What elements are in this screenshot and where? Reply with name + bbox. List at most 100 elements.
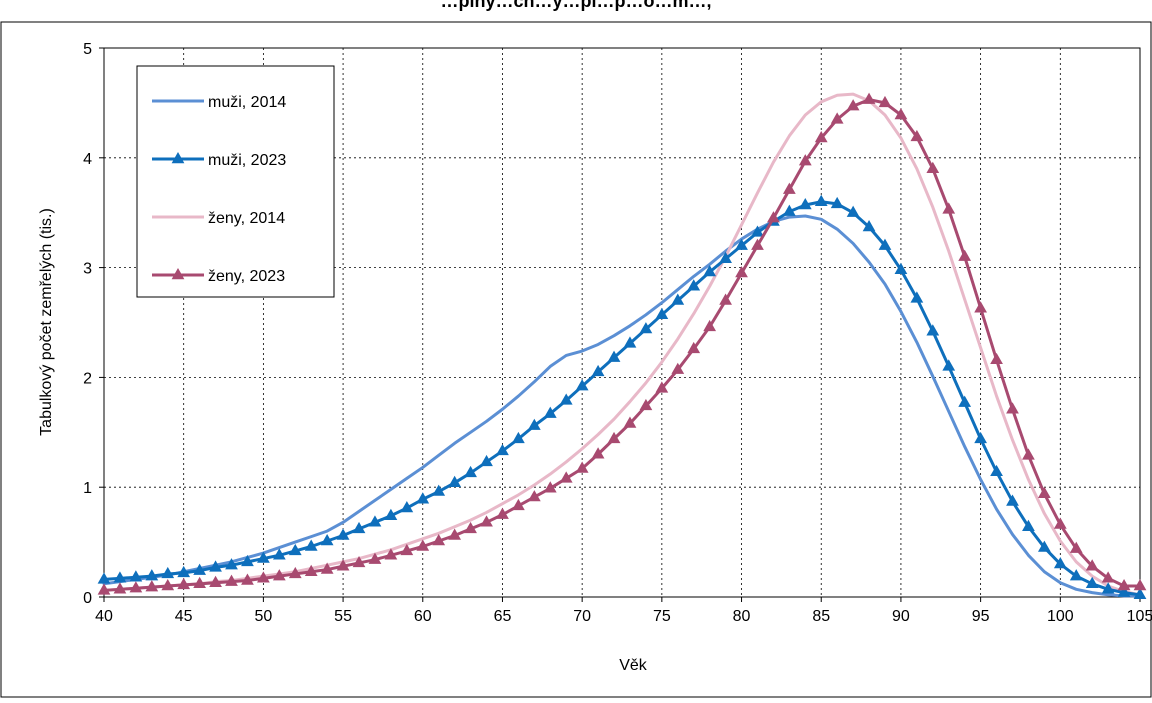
data-point-marker: [862, 219, 876, 232]
data-point-marker: [177, 565, 191, 578]
data-point-marker: [209, 575, 222, 587]
data-point-marker: [1037, 486, 1051, 499]
data-point-marker: [687, 341, 701, 354]
data-point-marker: [400, 543, 414, 556]
data-point-marker: [1117, 579, 1131, 591]
legend-label: muži, 2014: [208, 94, 286, 111]
legend-label: ženy, 2023: [208, 268, 285, 285]
x-tick-label: 45: [175, 608, 193, 625]
data-point-marker: [113, 571, 127, 583]
data-point-marker: [878, 238, 892, 250]
data-point-marker: [639, 398, 653, 411]
data-point-marker: [225, 574, 238, 586]
data-point-marker: [958, 249, 972, 261]
data-point-marker: [671, 362, 685, 374]
data-point-marker: [384, 508, 398, 520]
data-point-marker: [304, 564, 318, 576]
data-point-marker: [1053, 557, 1067, 569]
data-point-marker: [368, 552, 382, 564]
x-tick-label: 75: [653, 608, 671, 625]
data-point-marker: [719, 293, 732, 305]
data-point-marker: [1085, 576, 1099, 589]
x-tick-label: 70: [573, 608, 591, 625]
data-point-marker: [209, 560, 222, 572]
series-group: [97, 92, 1147, 600]
data-point-marker: [448, 475, 462, 488]
x-tick-label: 65: [494, 608, 512, 625]
data-point-marker: [257, 551, 270, 563]
data-point-marker: [241, 573, 254, 585]
data-point-marker: [814, 194, 828, 206]
data-point-marker: [1133, 587, 1147, 600]
data-point-marker: [113, 582, 127, 594]
data-point-marker: [1022, 519, 1035, 531]
data-point-marker: [416, 539, 430, 551]
data-point-marker: [464, 465, 477, 478]
data-point-marker: [894, 262, 908, 275]
x-tick-label: 100: [1047, 608, 1074, 625]
data-point-marker: [990, 352, 1003, 365]
data-point-marker: [480, 454, 493, 467]
data-point-marker: [512, 431, 525, 444]
data-point-marker: [304, 539, 318, 551]
legend-label: ženy, 2014: [208, 210, 285, 227]
data-point-marker: [607, 350, 621, 362]
data-point-marker: [607, 431, 621, 444]
data-point-marker: [352, 555, 366, 568]
data-point-marker: [623, 416, 637, 428]
series-line: [102, 214, 1142, 598]
x-tick-label: 55: [334, 608, 352, 625]
data-point-marker: [129, 581, 143, 593]
legend-swatch-marker: [171, 267, 185, 280]
data-point-marker: [559, 393, 573, 405]
data-point-marker: [241, 554, 254, 567]
data-point-marker: [432, 533, 446, 546]
data-point-marker: [257, 571, 270, 583]
data-point-marker: [591, 447, 605, 459]
data-point-marker: [942, 359, 956, 371]
data-point-marker: [814, 131, 828, 143]
x-tick-label: 40: [95, 608, 113, 625]
x-tick-label: 90: [892, 608, 910, 625]
y-tick-label: 5: [83, 41, 92, 58]
data-point-marker: [145, 569, 159, 581]
legend-box: [136, 65, 335, 298]
data-point-marker: [703, 319, 717, 332]
data-point-marker: [400, 501, 414, 513]
data-point-marker: [225, 558, 238, 570]
y-tick-label: 0: [83, 590, 92, 607]
x-tick-label: 85: [812, 608, 830, 625]
data-point-marker: [687, 279, 701, 291]
data-point-marker: [1069, 569, 1083, 581]
data-point-marker: [894, 107, 908, 120]
data-point-marker: [926, 161, 940, 173]
data-point-marker: [97, 583, 111, 595]
data-point-marker: [767, 211, 780, 223]
y-tick-label: 2: [83, 370, 92, 387]
data-point-marker: [1117, 585, 1131, 597]
series-3: [97, 92, 1147, 595]
x-tick-label: 95: [972, 608, 990, 625]
x-tick-label: 105: [1127, 608, 1152, 625]
data-point-marker: [145, 580, 159, 592]
chart-title-partial: …plný…ch…y…pl…p…o…m…,: [440, 0, 711, 11]
series-1: [97, 194, 1147, 600]
data-point-marker: [798, 154, 812, 166]
data-point-marker: [639, 322, 653, 334]
data-point-marker: [496, 443, 509, 456]
data-point-marker: [384, 548, 398, 560]
y-axis-title: Tabulkový počet zemřelých (tis.): [38, 208, 55, 436]
data-point-marker: [623, 336, 637, 348]
data-point-marker: [320, 533, 334, 546]
data-point-marker: [1053, 517, 1067, 529]
data-point-marker: [798, 198, 812, 210]
data-point-marker: [878, 95, 892, 108]
data-point-marker: [1006, 402, 1019, 414]
data-point-marker: [1022, 448, 1035, 460]
data-point-marker: [193, 576, 207, 589]
data-point-marker: [464, 521, 477, 534]
data-point-marker: [830, 196, 844, 209]
data-point-marker: [735, 238, 748, 250]
data-point-marker: [129, 570, 143, 582]
